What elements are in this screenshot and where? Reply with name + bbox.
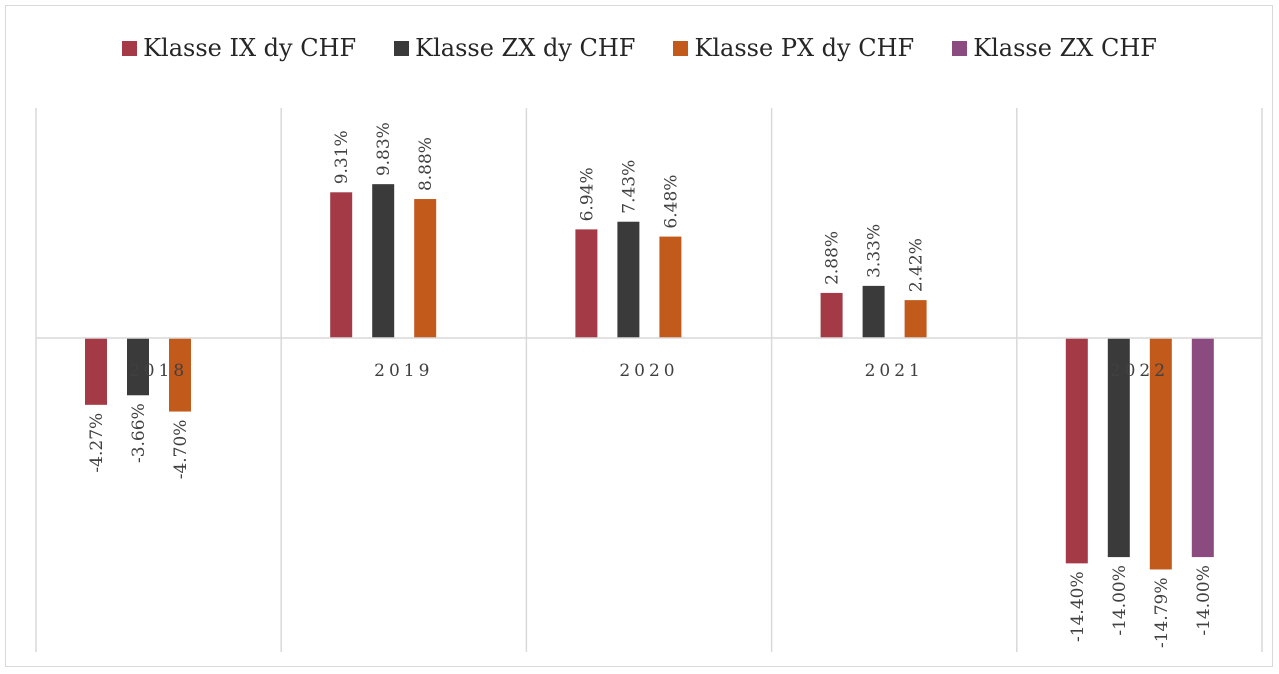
data-label-2020-series-0: 6.94% (577, 167, 597, 221)
data-label-2020-series-1: 7.43% (619, 160, 639, 214)
bar-2019-series-2 (414, 199, 437, 338)
bar-2021-series-0 (820, 292, 843, 338)
bar-2022-series-2 (1149, 338, 1172, 570)
legend-label-2: Klasse PX dy CHF (694, 34, 915, 62)
bar-2021-series-1 (862, 285, 885, 338)
data-label-2019-series-0: 9.31% (332, 130, 352, 184)
legend-swatch-0 (122, 40, 138, 56)
data-label-2018-series-0: -4.27% (87, 413, 107, 473)
bar-2020-series-2 (659, 236, 682, 338)
data-label-2018-series-1: -3.66% (129, 403, 149, 463)
data-label-2018-series-2: -4.70% (171, 420, 191, 480)
bar-2021-series-2 (904, 300, 927, 338)
data-label-2022-series-2: -14.79% (1152, 577, 1172, 648)
legend-item-0: Klasse IX dy CHF (122, 34, 356, 62)
legend-label-3: Klasse ZX CHF (973, 34, 1157, 62)
bar-2022-series-1 (1107, 338, 1130, 558)
legend-label-0: Klasse IX dy CHF (143, 34, 357, 62)
data-label-2021-series-0: 2.88% (823, 231, 843, 285)
bar-2022-series-0 (1065, 338, 1088, 564)
bar-2020-series-1 (617, 221, 640, 338)
x-tick-label-2019: 2019 (374, 361, 433, 381)
legend-item-1: Klasse ZX dy CHF (394, 34, 635, 62)
x-tick-label-2022: 2022 (1110, 361, 1169, 381)
x-tick-label-2020: 2020 (619, 361, 678, 381)
bar-2019-series-0 (330, 192, 353, 338)
data-label-2020-series-2: 6.48% (661, 175, 681, 229)
legend-swatch-3 (952, 40, 968, 56)
legend: Klasse IX dy CHF Klasse ZX dy CHF Klasse… (0, 30, 1279, 66)
legend-label-1: Klasse ZX dy CHF (415, 34, 636, 62)
data-label-2019-series-1: 9.83% (374, 122, 394, 176)
bar-2020-series-0 (575, 229, 598, 338)
data-label-2019-series-2: 8.88% (416, 137, 436, 191)
data-label-2021-series-1: 3.33% (865, 224, 885, 278)
data-label-2021-series-2: 2.42% (907, 238, 927, 292)
bar-2022-series-3 (1191, 338, 1214, 558)
x-tick-label-2018: 2018 (129, 361, 188, 381)
data-label-2022-series-3: -14.00% (1194, 565, 1214, 636)
legend-item-3: Klasse ZX CHF (952, 34, 1157, 62)
data-label-2022-series-1: -14.00% (1110, 565, 1130, 636)
bar-2018-series-1 (127, 338, 149, 396)
bar-2018-series-2 (169, 338, 191, 412)
legend-swatch-1 (394, 40, 410, 56)
x-tick-label-2021: 2021 (865, 361, 924, 381)
bar-2019-series-1 (372, 184, 395, 338)
legend-item-2: Klasse PX dy CHF (673, 34, 914, 62)
data-label-2022-series-0: -14.40% (1068, 571, 1088, 642)
bar-2018-series-0 (85, 338, 107, 405)
legend-swatch-2 (673, 40, 689, 56)
